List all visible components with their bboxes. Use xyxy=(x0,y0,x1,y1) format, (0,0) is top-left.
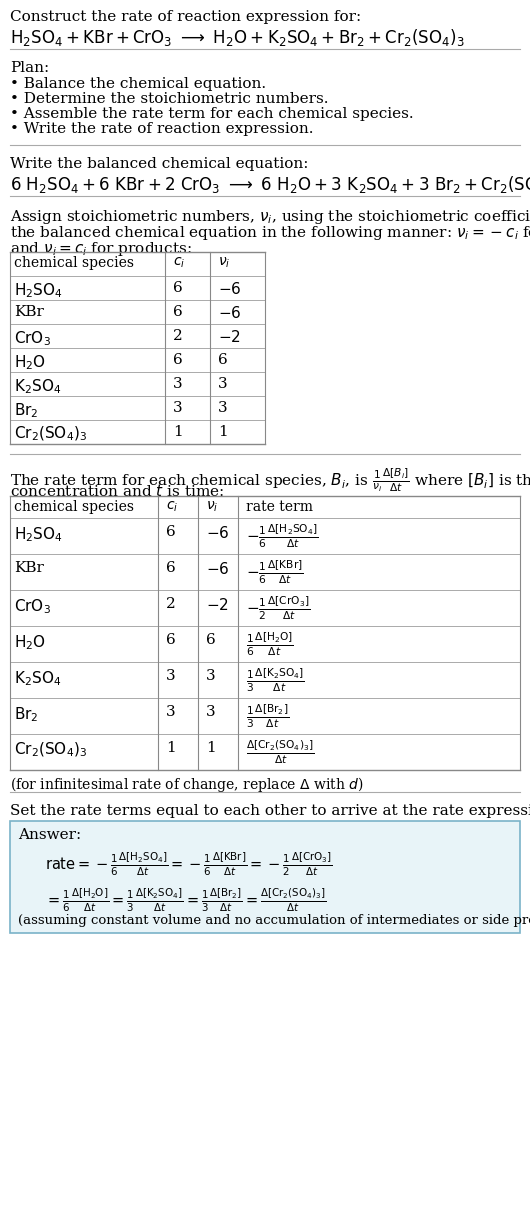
Text: $\mathrm{Br_2}$: $\mathrm{Br_2}$ xyxy=(14,401,39,419)
Text: KBr: KBr xyxy=(14,561,44,575)
Text: $\mathrm{Cr_2(SO_4)_3}$: $\mathrm{Cr_2(SO_4)_3}$ xyxy=(14,741,87,760)
Text: • Assemble the rate term for each chemical species.: • Assemble the rate term for each chemic… xyxy=(10,108,413,121)
Text: $\mathrm{H_2SO_4}$: $\mathrm{H_2SO_4}$ xyxy=(14,281,63,300)
Text: $\nu_i$: $\nu_i$ xyxy=(206,500,218,515)
Text: $\mathrm{H_2SO_4}$: $\mathrm{H_2SO_4}$ xyxy=(14,525,63,544)
Text: $\frac{1}{3}\frac{\Delta[\mathrm{K_2SO_4}]}{\Delta t}$: $\frac{1}{3}\frac{\Delta[\mathrm{K_2SO_4… xyxy=(246,666,305,693)
Text: $\mathrm{H_2O}$: $\mathrm{H_2O}$ xyxy=(14,353,46,372)
Text: the balanced chemical equation in the following manner: $\nu_i = -c_i$ for react: the balanced chemical equation in the fo… xyxy=(10,223,530,242)
Text: 3: 3 xyxy=(206,669,216,683)
Text: (for infinitesimal rate of change, replace $\Delta$ with $d$): (for infinitesimal rate of change, repla… xyxy=(10,776,364,794)
Text: concentration and $t$ is time:: concentration and $t$ is time: xyxy=(10,483,224,499)
Text: $\mathrm{H_2SO_4 + KBr + CrO_3 \ \longrightarrow \ H_2O + K_2SO_4 + Br_2 + Cr_2(: $\mathrm{H_2SO_4 + KBr + CrO_3 \ \longri… xyxy=(10,27,465,48)
Text: $-6$: $-6$ xyxy=(206,525,229,541)
Text: $-\frac{1}{6}\frac{\Delta[\mathrm{H_2SO_4}]}{\Delta t}$: $-\frac{1}{6}\frac{\Delta[\mathrm{H_2SO_… xyxy=(246,522,319,550)
Text: rate term: rate term xyxy=(246,500,313,513)
Text: 6: 6 xyxy=(206,633,216,647)
Text: Construct the rate of reaction expression for:: Construct the rate of reaction expressio… xyxy=(10,10,361,24)
Text: $\frac{\Delta[\mathrm{Cr_2(SO_4)_3}]}{\Delta t}$: $\frac{\Delta[\mathrm{Cr_2(SO_4)_3}]}{\D… xyxy=(246,738,314,766)
Text: 6: 6 xyxy=(218,353,228,367)
Text: $\mathrm{K_2SO_4}$: $\mathrm{K_2SO_4}$ xyxy=(14,669,61,687)
Text: $\mathrm{CrO_3}$: $\mathrm{CrO_3}$ xyxy=(14,597,51,616)
Text: 1: 1 xyxy=(166,741,176,755)
Text: 2: 2 xyxy=(173,329,183,343)
Text: • Determine the stoichiometric numbers.: • Determine the stoichiometric numbers. xyxy=(10,92,329,106)
Text: $\mathrm{Cr_2(SO_4)_3}$: $\mathrm{Cr_2(SO_4)_3}$ xyxy=(14,425,87,443)
Text: $\mathrm{Br_2}$: $\mathrm{Br_2}$ xyxy=(14,705,39,724)
Text: 1: 1 xyxy=(218,425,228,439)
Text: $-\frac{1}{6}\frac{\Delta[\mathrm{KBr}]}{\Delta t}$: $-\frac{1}{6}\frac{\Delta[\mathrm{KBr}]}… xyxy=(246,558,304,586)
Text: (assuming constant volume and no accumulation of intermediates or side products): (assuming constant volume and no accumul… xyxy=(18,914,530,927)
Text: $-6$: $-6$ xyxy=(206,561,229,577)
Text: Answer:: Answer: xyxy=(18,827,81,842)
Text: $c_i$: $c_i$ xyxy=(173,256,185,271)
Text: Assign stoichiometric numbers, $\nu_i$, using the stoichiometric coefficients, $: Assign stoichiometric numbers, $\nu_i$, … xyxy=(10,208,530,226)
Text: $-6$: $-6$ xyxy=(218,304,242,321)
Text: 3: 3 xyxy=(206,705,216,719)
Text: 1: 1 xyxy=(173,425,183,439)
Text: 6: 6 xyxy=(166,633,176,647)
Text: $-2$: $-2$ xyxy=(206,597,229,612)
Text: $\mathrm{rate} = -\frac{1}{6}\frac{\Delta[\mathrm{H_2SO_4}]}{\Delta t} = -\frac{: $\mathrm{rate} = -\frac{1}{6}\frac{\Delt… xyxy=(45,850,333,878)
Text: Write the balanced chemical equation:: Write the balanced chemical equation: xyxy=(10,157,308,172)
Text: • Balance the chemical equation.: • Balance the chemical equation. xyxy=(10,77,266,91)
Text: and $\nu_i = c_i$ for products:: and $\nu_i = c_i$ for products: xyxy=(10,240,192,259)
Text: 6: 6 xyxy=(173,281,183,295)
Text: 3: 3 xyxy=(173,401,183,416)
Text: 3: 3 xyxy=(218,377,227,391)
Text: 3: 3 xyxy=(166,669,175,683)
Text: chemical species: chemical species xyxy=(14,256,134,271)
Text: $\nu_i$: $\nu_i$ xyxy=(218,256,231,271)
Text: 3: 3 xyxy=(166,705,175,719)
Text: 2: 2 xyxy=(166,597,176,611)
Text: 6: 6 xyxy=(173,304,183,319)
Text: $c_i$: $c_i$ xyxy=(166,500,178,515)
Text: $\frac{1}{6}\frac{\Delta[\mathrm{H_2O}]}{\Delta t}$: $\frac{1}{6}\frac{\Delta[\mathrm{H_2O}]}… xyxy=(246,631,294,658)
Text: $-2$: $-2$ xyxy=(218,329,241,345)
Text: $= \frac{1}{6}\frac{\Delta[\mathrm{H_2O}]}{\Delta t} = \frac{1}{3}\frac{\Delta[\: $= \frac{1}{6}\frac{\Delta[\mathrm{H_2O}… xyxy=(45,887,326,913)
Text: 3: 3 xyxy=(173,377,183,391)
Text: 3: 3 xyxy=(218,401,227,416)
Text: 6: 6 xyxy=(173,353,183,367)
Text: $-6$: $-6$ xyxy=(218,281,242,297)
Text: $\mathrm{6\ H_2SO_4 + 6\ KBr + 2\ CrO_3 \ \longrightarrow \ 6\ H_2O + 3\ K_2SO_4: $\mathrm{6\ H_2SO_4 + 6\ KBr + 2\ CrO_3 … xyxy=(10,174,530,194)
Text: $\mathrm{H_2O}$: $\mathrm{H_2O}$ xyxy=(14,633,46,651)
Text: chemical species: chemical species xyxy=(14,500,134,513)
Text: 6: 6 xyxy=(166,525,176,539)
Text: KBr: KBr xyxy=(14,304,44,319)
Text: 1: 1 xyxy=(206,741,216,755)
Text: Plan:: Plan: xyxy=(10,60,49,75)
FancyBboxPatch shape xyxy=(10,821,520,933)
Text: The rate term for each chemical species, $B_i$, is $\frac{1}{\nu_i}\frac{\Delta[: The rate term for each chemical species,… xyxy=(10,466,530,494)
Text: 6: 6 xyxy=(166,561,176,575)
Text: $\mathrm{CrO_3}$: $\mathrm{CrO_3}$ xyxy=(14,329,51,348)
Text: • Write the rate of reaction expression.: • Write the rate of reaction expression. xyxy=(10,122,314,137)
Text: $\mathrm{K_2SO_4}$: $\mathrm{K_2SO_4}$ xyxy=(14,377,61,396)
Text: Set the rate terms equal to each other to arrive at the rate expression:: Set the rate terms equal to each other t… xyxy=(10,805,530,818)
Text: $\frac{1}{3}\frac{\Delta[\mathrm{Br_2}]}{\Delta t}$: $\frac{1}{3}\frac{\Delta[\mathrm{Br_2}]}… xyxy=(246,702,289,730)
Text: $-\frac{1}{2}\frac{\Delta[\mathrm{CrO_3}]}{\Delta t}$: $-\frac{1}{2}\frac{\Delta[\mathrm{CrO_3}… xyxy=(246,594,311,622)
